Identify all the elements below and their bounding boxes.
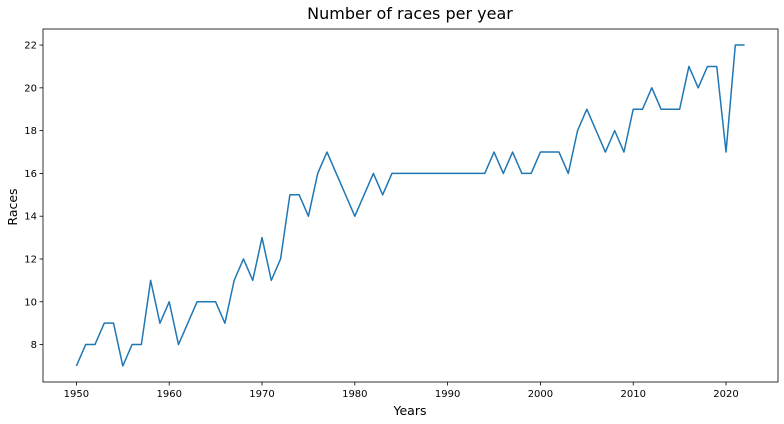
chart-title: Number of races per year: [307, 4, 513, 23]
x-tick-label-2000: 2000: [528, 389, 553, 400]
x-tick-label-1950: 1950: [64, 389, 89, 400]
y-tick-label-20: 20: [24, 83, 37, 94]
plot-area: 1950 1960 1970 1980 1990 2000 2010 2020 8 10 12 14 1…: [24, 28, 779, 400]
y-tick-label-8: 8: [31, 340, 37, 351]
x-tick-label-2020: 2020: [713, 389, 738, 400]
y-tick-label-18: 18: [24, 126, 37, 137]
x-tick-label-1990: 1990: [435, 389, 460, 400]
y-tick-label-16: 16: [24, 169, 37, 180]
series-line-0: [75, 44, 745, 367]
plot-frame: [42, 28, 779, 383]
y-tick-label-12: 12: [24, 254, 37, 265]
x-tick-label-1960: 1960: [156, 389, 181, 400]
y-tick-label-14: 14: [24, 212, 37, 223]
x-axis-label: Years: [393, 403, 427, 418]
y-tick-label-10: 10: [24, 297, 37, 308]
x-tick-label-1980: 1980: [342, 389, 367, 400]
y-tick-label-22: 22: [24, 41, 37, 52]
x-tick-label-2010: 2010: [621, 389, 646, 400]
x-tick-label-1970: 1970: [249, 389, 274, 400]
y-axis-label: Races: [5, 188, 20, 225]
